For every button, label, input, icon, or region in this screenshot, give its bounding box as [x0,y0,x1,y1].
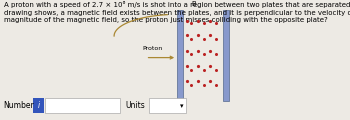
Text: B: B [191,1,196,7]
Text: Units: Units [125,101,145,110]
Bar [223,10,229,101]
Bar [177,10,183,101]
Text: A proton with a speed of 2.7 × 10⁶ m/s is shot into a region between two plates : A proton with a speed of 2.7 × 10⁶ m/s i… [4,1,350,23]
Bar [149,98,186,113]
Bar [33,98,44,113]
Text: i: i [37,101,40,110]
Text: ▾: ▾ [180,103,183,109]
Text: Number: Number [4,101,34,110]
Bar [45,98,120,113]
Text: Proton: Proton [142,45,162,51]
